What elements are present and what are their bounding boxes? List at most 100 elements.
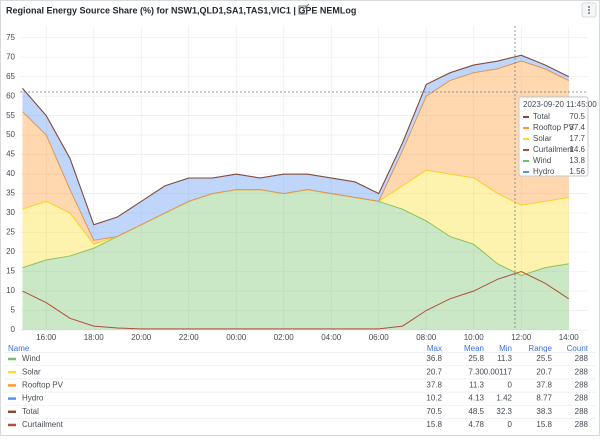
legend-header: Min [499, 344, 512, 353]
series-line [22, 54, 569, 226]
legend-stat: 11.3 [469, 381, 485, 390]
chart-title: Regional Energy Source Share (%) for NSW… [6, 5, 356, 15]
legend-header: Name [8, 344, 30, 353]
x-tick-label: 10:00 [464, 333, 485, 342]
legend-stat: 20.7 [536, 367, 552, 376]
legend-stat: 11.3 [497, 354, 513, 363]
x-tick-label: 04:00 [321, 333, 342, 342]
legend-name: Wind [22, 354, 40, 363]
y-tick-label: 70 [6, 52, 15, 61]
tooltip-value: 17.7 [569, 134, 585, 143]
tooltip-name: Total [533, 112, 550, 121]
x-tick-label: 18:00 [84, 333, 105, 342]
legend-name: Hydro [22, 394, 44, 403]
y-tick-label: 65 [6, 72, 15, 81]
y-tick-label: 25 [6, 228, 15, 237]
y-tick-label: 45 [6, 150, 15, 159]
tooltip-value: 70.5 [569, 112, 585, 121]
crosshair [20, 26, 588, 330]
legend-stat: 288 [575, 394, 589, 403]
legend-stat: 38.3 [536, 407, 552, 416]
grid: 0 5 10 15 20 25 30 35 40 45 50 55 60 65 70 75 16:00 18:00… [6, 26, 588, 342]
legend-stat: 15.8 [536, 420, 552, 429]
y-tick-label: 35 [6, 189, 15, 198]
x-tick-label: 14:00 [559, 333, 580, 342]
x-tick-label: 20:00 [131, 333, 152, 342]
series-line [22, 60, 569, 241]
tooltip-value: 1.56 [569, 167, 585, 176]
x-tick-label: 02:00 [274, 333, 295, 342]
y-tick-label: 15 [6, 267, 15, 276]
y-tick-label: 50 [6, 130, 15, 139]
tooltip-value: 37.4 [569, 123, 585, 132]
y-tick-label: 20 [6, 247, 15, 256]
x-tick-label: 06:00 [369, 333, 390, 342]
legend-stat: 25.5 [536, 354, 552, 363]
y-tick-label: 5 [11, 306, 16, 315]
tooltip-name: Rooftop PV [533, 123, 575, 132]
legend-header: Count [567, 344, 589, 353]
legend-stat: 37.8 [536, 381, 552, 390]
legend-stat: 288 [575, 420, 589, 429]
x-tick-label: 12:00 [511, 333, 532, 342]
y-tick-label: 0 [11, 325, 16, 334]
legend-stat: 0 [508, 420, 513, 429]
y-tick-label: 75 [6, 33, 15, 42]
legend-stat: 70.5 [426, 407, 442, 416]
external-link-icon[interactable] [298, 3, 310, 15]
legend-stat: 288 [575, 367, 589, 376]
stacked-area [22, 170, 569, 276]
legend-stat: 8.77 [536, 394, 552, 403]
x-tick-label: 16:00 [36, 333, 57, 342]
legend-stat: 288 [575, 407, 589, 416]
stacked-area [22, 55, 569, 241]
stacked-area [22, 61, 569, 245]
plot [22, 54, 570, 330]
x-tick-label: 08:00 [416, 333, 437, 342]
legend-stat: 4.13 [468, 394, 484, 403]
tooltip-value: 14.6 [569, 145, 585, 154]
tooltip-name: Wind [533, 156, 551, 165]
legend-header: Range [528, 344, 552, 353]
legend-stat: 25.8 [468, 354, 484, 363]
tooltip-name: Curtailment [533, 145, 575, 154]
y-tick-label: 10 [6, 286, 15, 295]
legend-stat: 37.8 [426, 381, 442, 390]
legend-stat: 0 [508, 381, 513, 390]
legend-name: Curtailment [22, 420, 64, 429]
legend-stat: 288 [575, 354, 589, 363]
tooltip-value: 13.8 [569, 156, 585, 165]
legend-stat: 10.2 [426, 394, 442, 403]
y-tick-label: 60 [6, 91, 15, 100]
legend-stat: 36.8 [426, 354, 442, 363]
legend-stat: 32.3 [496, 407, 512, 416]
legend-stat: 0.00117 [484, 367, 513, 376]
legend-name: Rooftop PV [22, 381, 64, 390]
legend-name: Total [22, 407, 39, 416]
stacked-area [22, 189, 569, 330]
legend-stat: 20.7 [426, 367, 442, 376]
tooltip-name: Hydro [533, 167, 555, 176]
y-tick-label: 55 [6, 111, 15, 120]
legend-stat: 1.42 [496, 394, 512, 403]
legend-stat: 15.8 [426, 420, 442, 429]
series-line [22, 270, 570, 330]
legend-header: Mean [464, 344, 484, 353]
x-tick-label: 22:00 [179, 333, 200, 342]
legend-stat: 7.30 [468, 367, 484, 376]
y-tick-label: 30 [6, 208, 15, 217]
legend-table: Name Max Mean Min Range Count Wind 36.8 25.8 11.3… [4, 344, 596, 429]
legend-stat: 48.5 [468, 407, 484, 416]
tooltip: 2023-09-20 11:45:00 Total 70.5 Rooftop PV3… [518, 96, 597, 177]
y-tick-label: 40 [6, 169, 15, 178]
legend-name: Solar [22, 367, 41, 376]
x-tick-label: 00:00 [226, 333, 247, 342]
legend-header: Max [427, 344, 442, 353]
legend-stat: 4.78 [468, 420, 484, 429]
tooltip-name: Solar [533, 134, 552, 143]
legend-stat: 288 [575, 381, 589, 390]
panel-menu[interactable] [581, 2, 597, 18]
tooltip-time: 2023-09-20 11:45:00 [523, 100, 597, 109]
